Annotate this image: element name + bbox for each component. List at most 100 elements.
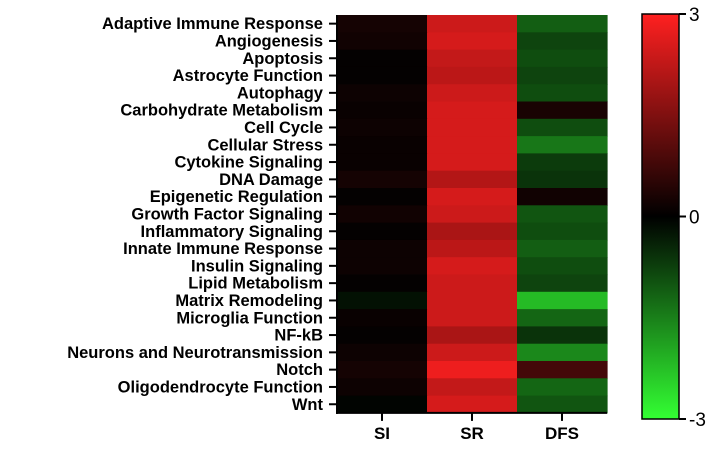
heatmap-cell-astrocyte-function-si [337,66,428,85]
column-label-dfs: DFS [545,424,579,443]
heatmap-cell-neurons-and-neurotransmission-dfs [517,343,608,362]
heatmap-cell-apoptosis-sr [427,49,518,68]
colorbar: 3 0 -3 [641,5,706,431]
row-label-cell-cycle: Cell Cycle [244,119,323,137]
heatmap-cell-carbohydrate-metabolism-dfs [517,101,608,120]
heatmap-cell-lipid-metabolism-sr [427,274,518,293]
heatmap-cell-epigenetic-regulation-sr [427,188,518,206]
row-label-oligodendrocyte-function: Oligodendrocyte Function [118,378,323,396]
heatmap-cell-matrix-remodeling-sr [427,291,518,310]
heatmap-cell-oligodendrocyte-function-si [337,378,428,397]
heatmap-cell-wnt-dfs [517,395,608,414]
heatmap-cell-lipid-metabolism-dfs [517,274,608,293]
row-label-adaptive-immune-response: Adaptive Immune Response [102,15,323,33]
heatmap-cell-astrocyte-function-dfs [517,66,608,85]
heatmap-cell-astrocyte-function-sr [427,66,518,85]
row-label-wnt: Wnt [292,396,324,414]
heatmap-cell-wnt-si [337,395,428,414]
heatmap-cell-growth-factor-signaling-dfs [517,205,608,224]
row-label-autophagy: Autophagy [237,84,324,102]
row-label-innate-immune-response: Innate Immune Response [123,240,323,258]
heatmap-cell-insulin-signaling-dfs [517,257,608,276]
column-label-si: SI [374,424,390,443]
heatmap-cell-nf-kb-si [337,326,428,345]
heatmap-cell-angiogenesis-si [337,32,428,51]
heatmap-cell-cellular-stress-sr [427,136,518,154]
heatmap-cell-insulin-signaling-si [337,257,428,276]
heatmap-cell-cell-cycle-si [337,118,428,137]
heatmap-cell-autophagy-dfs [517,84,608,103]
heatmap-cell-cytokine-signaling-sr [427,153,518,172]
row-label-inflammatory-signaling: Inflammatory Signaling [141,223,323,241]
column-labels: SI SR DFS [374,424,579,443]
heatmap-cell-cytokine-signaling-dfs [517,153,608,172]
colorbar-tick-label: -3 [689,410,706,431]
heatmap-cell-microglia-function-si [337,309,428,327]
heatmap-cell-adaptive-immune-response-sr [427,15,518,33]
row-label-cytokine-signaling: Cytokine Signaling [174,154,323,172]
row-label-nf-kb: NF-kB [274,327,323,345]
heatmap-cell-notch-dfs [517,361,608,379]
heatmap-cell-cell-cycle-sr [427,118,518,137]
row-label-epigenetic-regulation: Epigenetic Regulation [150,188,323,206]
heatmap-cell-inflammatory-signaling-dfs [517,222,608,241]
heatmap-cell-epigenetic-regulation-si [337,188,428,206]
heatmap-cell-neurons-and-neurotransmission-sr [427,343,518,362]
row-label-lipid-metabolism: Lipid Metabolism [188,275,323,293]
row-label-microglia-function: Microglia Function [176,309,323,327]
row-label-matrix-remodeling: Matrix Remodeling [175,292,323,310]
heatmap-cell-growth-factor-signaling-sr [427,205,518,224]
heatmap-cell-carbohydrate-metabolism-si [337,101,428,120]
colorbar-gradient [641,13,680,420]
row-label-notch: Notch [276,361,323,379]
heatmap-cell-adaptive-immune-response-si [337,15,428,33]
row-label-carbohydrate-metabolism: Carbohydrate Metabolism [120,102,323,120]
heatmap-cell-nf-kb-dfs [517,326,608,345]
column-label-sr: SR [460,424,484,443]
heatmap-cell-carbohydrate-metabolism-sr [427,101,518,120]
heatmap-cell-epigenetic-regulation-dfs [517,188,608,206]
colorbar-tick-label: 0 [689,208,700,229]
heatmap-cell-insulin-signaling-sr [427,257,518,276]
heatmap-cell-inflammatory-signaling-sr [427,222,518,241]
heatmap-cell-matrix-remodeling-si [337,291,428,310]
colorbar-tick-label: 3 [689,5,700,26]
row-label-dna-damage: DNA Damage [219,171,323,189]
heatmap-cell-matrix-remodeling-dfs [517,291,608,310]
row-label-angiogenesis: Angiogenesis [215,32,323,50]
heatmap-cell-dna-damage-si [337,170,428,189]
heatmap-cell-neurons-and-neurotransmission-si [337,343,428,362]
heatmap-cell-wnt-sr [427,395,518,414]
heatmap-cell-notch-sr [427,361,518,379]
heatmap-cell-microglia-function-sr [427,309,518,327]
row-label-insulin-signaling: Insulin Signaling [191,257,323,275]
heatmap-cell-dna-damage-dfs [517,170,608,189]
row-label-neurons-and-neurotransmission: Neurons and Neurotransmission [67,344,323,362]
heatmap-axes [329,15,607,421]
heatmap-cell-cytokine-signaling-si [337,153,428,172]
heatmap-cell-growth-factor-signaling-si [337,205,428,224]
heatmap-cell-notch-si [337,361,428,379]
row-label-cellular-stress: Cellular Stress [207,136,323,154]
heatmap-cell-inflammatory-signaling-si [337,222,428,241]
heatmap-cell-adaptive-immune-response-dfs [517,15,608,33]
heatmap-cell-autophagy-si [337,84,428,103]
heatmap-cell-angiogenesis-sr [427,32,518,51]
heatmap-cell-cellular-stress-si [337,136,428,154]
heatmap-cell-dna-damage-sr [427,170,518,189]
row-label-apoptosis: Apoptosis [242,50,323,68]
heatmap-cell-oligodendrocyte-function-sr [427,378,518,397]
heatmap-cell-nf-kb-sr [427,326,518,345]
heatmap-cells [337,15,608,414]
heatmap-cell-cellular-stress-dfs [517,136,608,154]
row-label-growth-factor-signaling: Growth Factor Signaling [131,205,323,223]
heatmap-cell-microglia-function-dfs [517,309,608,327]
heatmap-cell-angiogenesis-dfs [517,32,608,51]
heatmap-cell-cell-cycle-dfs [517,118,608,137]
heatmap-cell-innate-immune-response-sr [427,239,518,258]
heatmap-cell-autophagy-sr [427,84,518,103]
row-label-astrocyte-function: Astrocyte Function [173,67,323,85]
heatmap-cell-lipid-metabolism-si [337,274,428,293]
heatmap-cell-innate-immune-response-dfs [517,239,608,258]
